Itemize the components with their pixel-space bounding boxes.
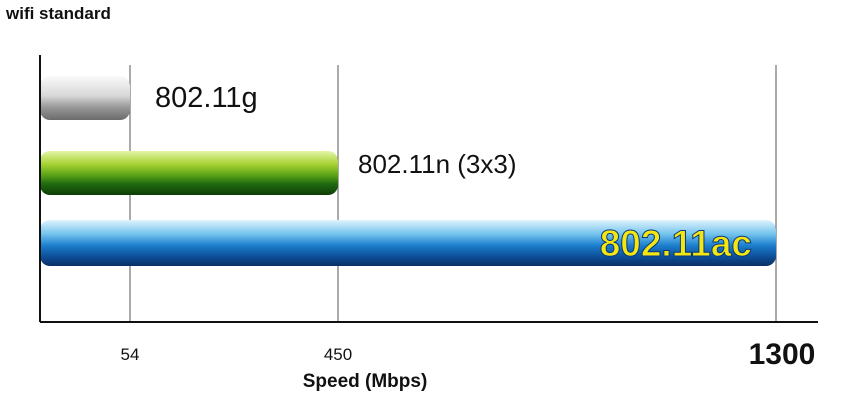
bar-802-11g: [40, 76, 130, 120]
bar-802-11ac: [40, 220, 776, 266]
x-tick-label: 54: [121, 345, 140, 364]
category-label: 802.11n (3x3): [358, 149, 517, 179]
x-tick-label: 1300: [749, 338, 816, 371]
bar-802-11n-3x3-: [40, 151, 338, 195]
x-axis-label: Speed (Mbps): [303, 371, 428, 392]
chart-title: wifi standard: [6, 4, 111, 23]
category-label: 802.11ac: [600, 223, 752, 264]
category-label: 802.11g: [155, 82, 258, 114]
x-tick-label: 450: [324, 345, 352, 364]
